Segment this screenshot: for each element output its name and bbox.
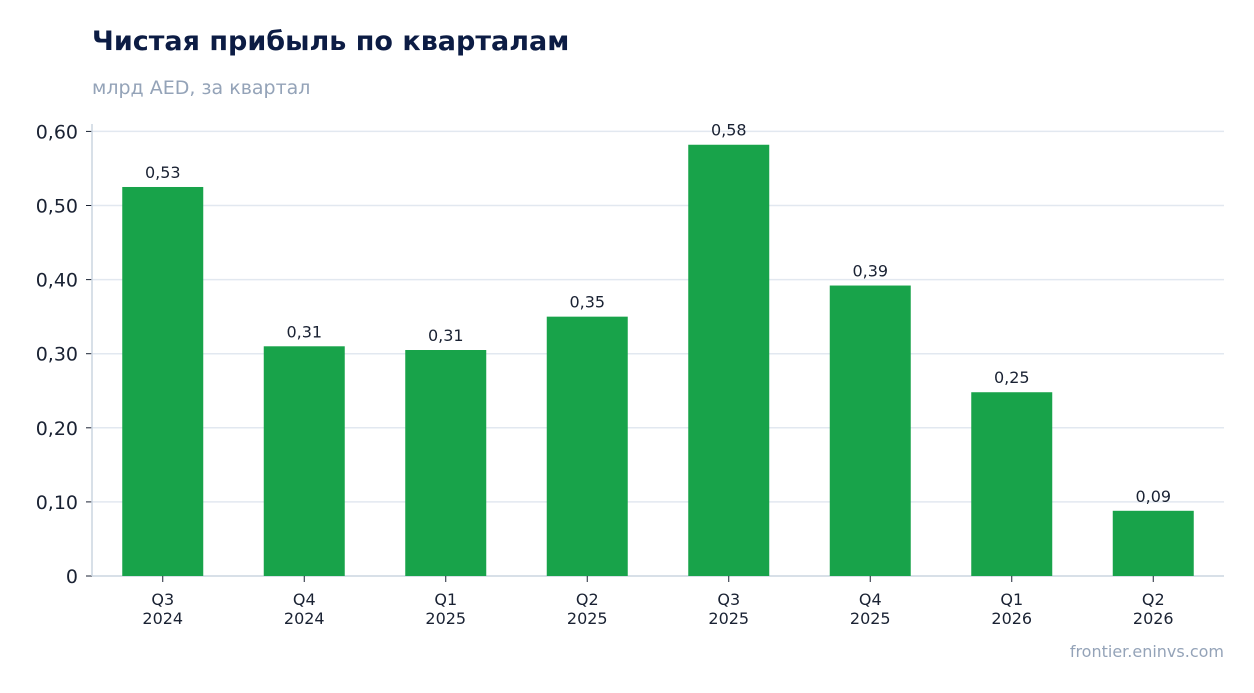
x-tick-label: Q4 2024 [284, 590, 325, 628]
bar [263, 346, 345, 576]
bar [1112, 510, 1194, 576]
y-tick-label: 0,60 [36, 121, 78, 143]
data-label: 0,39 [852, 262, 888, 281]
y-tick-label: 0 [66, 566, 78, 588]
x-tick-label: Q4 2025 [850, 590, 891, 628]
bar [829, 285, 911, 576]
chart-subtitle: млрд AED, за квартал [92, 77, 311, 99]
data-label: 0,09 [1135, 487, 1171, 506]
bar [405, 350, 487, 576]
x-tick-label: Q3 2025 [708, 590, 749, 628]
x-tick-label: Q1 2026 [991, 590, 1032, 628]
source-credit: frontier.eninvs.com [1069, 642, 1224, 661]
data-label: 0,58 [711, 121, 747, 140]
data-label: 0,31 [428, 326, 464, 345]
y-tick-label: 0,10 [36, 492, 78, 514]
data-label: 0,25 [994, 368, 1030, 387]
bar [546, 316, 628, 576]
x-tick-label: Q2 2025 [567, 590, 608, 628]
bar [688, 144, 770, 576]
bar [971, 392, 1053, 576]
data-label: 0,31 [286, 322, 322, 341]
bars [122, 144, 1194, 576]
bar [122, 186, 204, 576]
y-tick-label: 0,40 [36, 270, 78, 292]
data-label: 0,35 [569, 293, 605, 312]
grid-lines [92, 130, 1224, 503]
x-tick-label: Q3 2024 [142, 590, 183, 628]
y-tick-label: 0,30 [36, 344, 78, 366]
data-label: 0,53 [145, 163, 181, 182]
y-tick-label: 0,20 [36, 418, 78, 440]
chart-title: Чистая прибыль по кварталам [92, 26, 570, 57]
x-tick-label: Q1 2025 [425, 590, 466, 628]
labels: 0,53 0,31 0,31 0,35 0,58 0,39 0,25 0,09 [145, 121, 1171, 506]
x-tick-label: Q2 2026 [1133, 590, 1174, 628]
y-tick-label: 0,50 [36, 196, 78, 218]
